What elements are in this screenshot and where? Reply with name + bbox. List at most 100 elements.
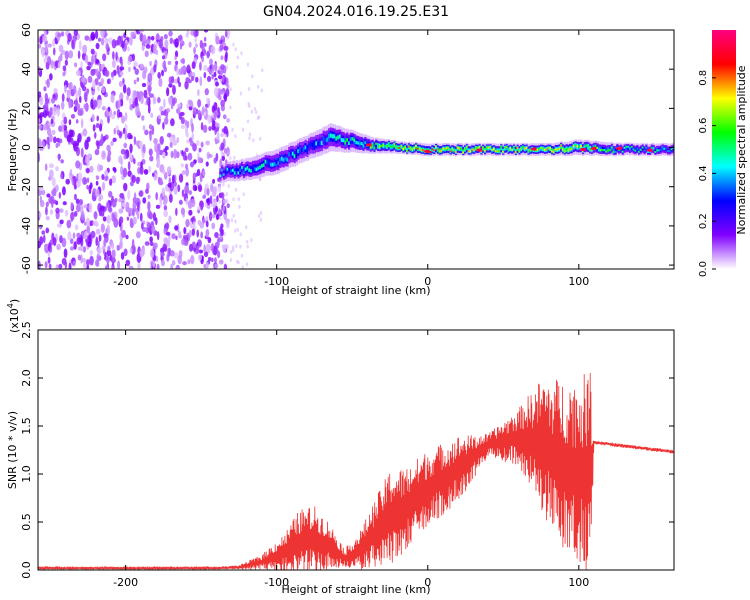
spectrogram-noise-cell: [49, 133, 53, 143]
spectrogram-noise-cell: [180, 207, 185, 215]
spectrogram-noise-cell: [104, 70, 110, 78]
spectrogram-noise-cell: [92, 99, 98, 108]
spectrogram-noise-cell: [210, 45, 216, 55]
spectrogram-signal-cell: [647, 151, 650, 154]
spectrogram-noise-cell: [75, 160, 81, 169]
spectrogram-noise-cell: [153, 242, 158, 250]
spectrogram-noise-cell: [75, 198, 80, 205]
spectrogram-noise-cell: [166, 108, 171, 113]
spectrogram-noise-cell: [166, 87, 170, 97]
spectrogram-noise-cell: [61, 124, 65, 133]
spectrogram-noise-cell: [162, 169, 166, 175]
spectrogram-noise-cell: [105, 255, 111, 264]
spectrogram-signal-cell: [395, 146, 398, 149]
spectrogram-noise-cell: [121, 40, 125, 49]
spectrogram-noise-cell: [204, 186, 207, 197]
spectrogram-noise-cell: [214, 122, 220, 128]
spectrogram-signal-cell: [520, 147, 523, 150]
spectrogram-noise-cell: [137, 201, 140, 212]
spectrogram-noise-cell: [221, 91, 225, 96]
spectrogram-noise-cell: [141, 44, 145, 51]
spectrogram-noise-cell: [102, 53, 107, 62]
spectrogram-noise-cell: [155, 192, 159, 201]
spectrogram-noise-cell: [237, 197, 240, 202]
spectrogram-signal-cell: [444, 147, 447, 150]
spectrogram-noise-cell: [115, 51, 118, 61]
spectrogram-noise-cell: [61, 31, 65, 37]
spectrogram-y-tick-label: -20: [20, 178, 33, 196]
spectrogram-noise-cell: [114, 197, 118, 203]
spectrogram-noise-cell: [52, 106, 58, 116]
spectrogram-noise-cell: [123, 153, 127, 160]
spectrogram-signal-cell: [373, 146, 376, 150]
spectrogram-noise-cell: [151, 125, 155, 135]
spectrogram-noise-cell: [51, 129, 56, 136]
spectrogram-noise-cell: [92, 220, 96, 226]
spectrogram-noise-cell: [188, 243, 194, 252]
spectrogram-noise-cell: [203, 111, 207, 117]
spectrogram-noise-cell: [158, 114, 162, 120]
spectrogram-noise-cell: [200, 204, 203, 211]
spectrogram-noise-cell: [82, 262, 87, 269]
spectrogram-noise-cell: [158, 77, 163, 88]
spectrogram-noise-cell: [221, 35, 224, 40]
spectrogram-signal-cell: [454, 151, 458, 154]
spectrogram-noise-cell: [195, 30, 199, 37]
spectrogram-signal-cell: [603, 149, 607, 152]
spectrogram-noise-cell: [193, 159, 197, 164]
spectrogram-noise-cell: [95, 180, 99, 186]
spectrogram-signal-cell: [627, 145, 630, 148]
spectrogram-noise-cell: [141, 115, 145, 121]
spectrogram-noise-cell: [99, 123, 103, 132]
spectrogram-noise-cell: [86, 136, 91, 143]
spectrogram-noise-cell: [168, 83, 173, 88]
spectrogram-noise-cell: [165, 222, 170, 230]
spectrogram-noise-cell: [101, 150, 107, 160]
spectrogram-noise-cell: [226, 84, 230, 89]
spectrogram-noise-cell: [223, 45, 229, 51]
spectrogram-noise-cell: [126, 87, 131, 97]
spectrogram-noise-cell: [207, 256, 212, 262]
spectrogram-noise-cell: [100, 64, 104, 71]
spectrogram-noise-cell: [232, 197, 235, 202]
spectrogram-signal-cell: [552, 151, 556, 154]
spectrogram-noise-cell: [41, 230, 46, 235]
spectrogram-noise-cell: [89, 182, 93, 190]
spectrogram-noise-cell: [129, 247, 133, 254]
spectrogram-signal-cell: [224, 170, 228, 174]
spectrogram-signal-cell: [500, 146, 503, 149]
spectrogram-noise-cell: [251, 74, 254, 79]
spectrogram-signal-cell: [255, 167, 258, 172]
spectrogram-signal-cell: [268, 161, 271, 165]
spectrogram-noise-cell: [185, 132, 189, 138]
spectrogram-noise-cell: [157, 72, 161, 79]
spectrogram-signal-cell: [594, 145, 597, 148]
spectrogram-noise-cell: [161, 47, 167, 52]
spectrogram-noise-cell: [237, 260, 240, 265]
spectrogram-noise-cell: [144, 129, 149, 136]
spectrogram-noise-cell: [214, 263, 219, 269]
spectrogram-noise-cell: [107, 106, 111, 112]
spectrogram-noise-cell: [105, 43, 110, 50]
spectrogram-noise-cell: [73, 145, 79, 152]
spectrogram-signal-cell: [541, 147, 545, 150]
spectrogram-noise-cell: [181, 170, 186, 176]
spectrogram-signal-cell: [242, 170, 246, 175]
spectrogram-noise-cell: [147, 201, 151, 211]
spectrogram-noise-cell: [217, 106, 220, 114]
spectrogram-noise-cell: [151, 225, 156, 234]
spectrogram-noise-cell: [236, 65, 239, 70]
spectrogram-signal-cell: [578, 145, 581, 149]
spectrogram-noise-cell: [182, 261, 187, 266]
spectrogram-x-label: Height of straight line (km): [281, 284, 430, 297]
spectrogram-signal-cell: [625, 145, 628, 148]
spectrogram-signal-cell: [315, 141, 318, 146]
spectrogram-noise-cell: [178, 112, 183, 120]
spectrogram-noise-cell: [130, 31, 136, 38]
spectrogram-noise-cell: [38, 124, 43, 130]
spectrogram-noise-cell: [185, 197, 189, 205]
spectrogram-noise-cell: [76, 236, 82, 245]
spectrogram-noise-cell: [244, 225, 248, 230]
spectrogram-noise-cell: [174, 225, 179, 231]
spectrogram-noise-cell: [225, 65, 229, 70]
